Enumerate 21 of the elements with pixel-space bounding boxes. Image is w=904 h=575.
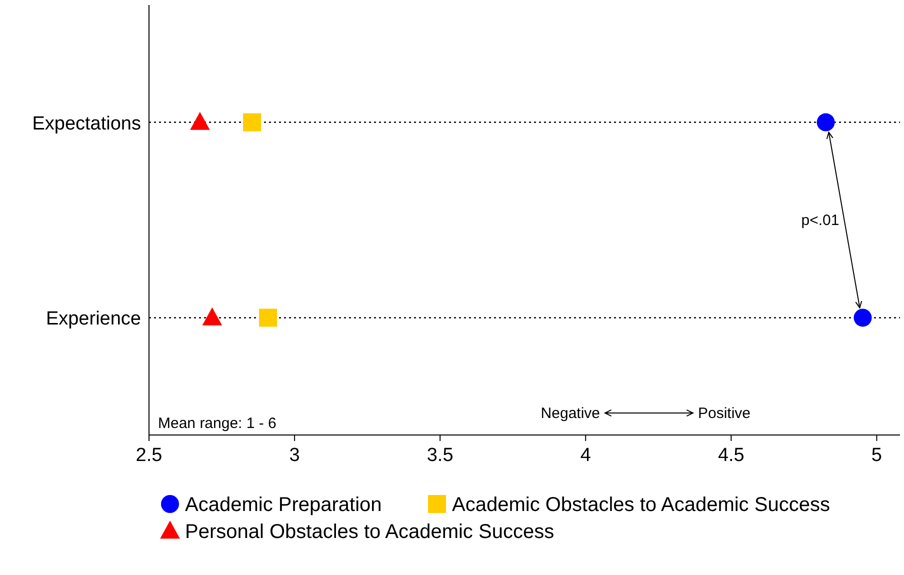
annotation: p<.01 [801, 212, 840, 229]
point [243, 113, 262, 132]
annotation: Mean range: 1 - 6 [158, 415, 276, 432]
x-tick-label: 5 [871, 445, 882, 466]
point [190, 112, 210, 130]
y-tick-label: Experience [46, 308, 141, 330]
point [202, 307, 222, 326]
x-tick-label: 4 [580, 445, 592, 466]
x-tick-label: 3 [289, 445, 300, 466]
annotation: Positive [698, 405, 751, 422]
legend-label: Personal Obstacles to Academic Success [185, 521, 554, 543]
legend-label: Academic Preparation [185, 494, 382, 516]
point [259, 308, 278, 327]
legend-label: Academic Obstacles to Academic Success [452, 494, 830, 516]
x-tick-label: 4.5 [718, 445, 744, 466]
y-tick-label: Expectations [32, 113, 141, 134]
point [854, 308, 872, 327]
point [816, 113, 835, 132]
x-tick-label: 3.5 [426, 445, 454, 466]
x-tick-label: 2.5 [136, 445, 162, 466]
annotation: Negative [540, 405, 600, 422]
